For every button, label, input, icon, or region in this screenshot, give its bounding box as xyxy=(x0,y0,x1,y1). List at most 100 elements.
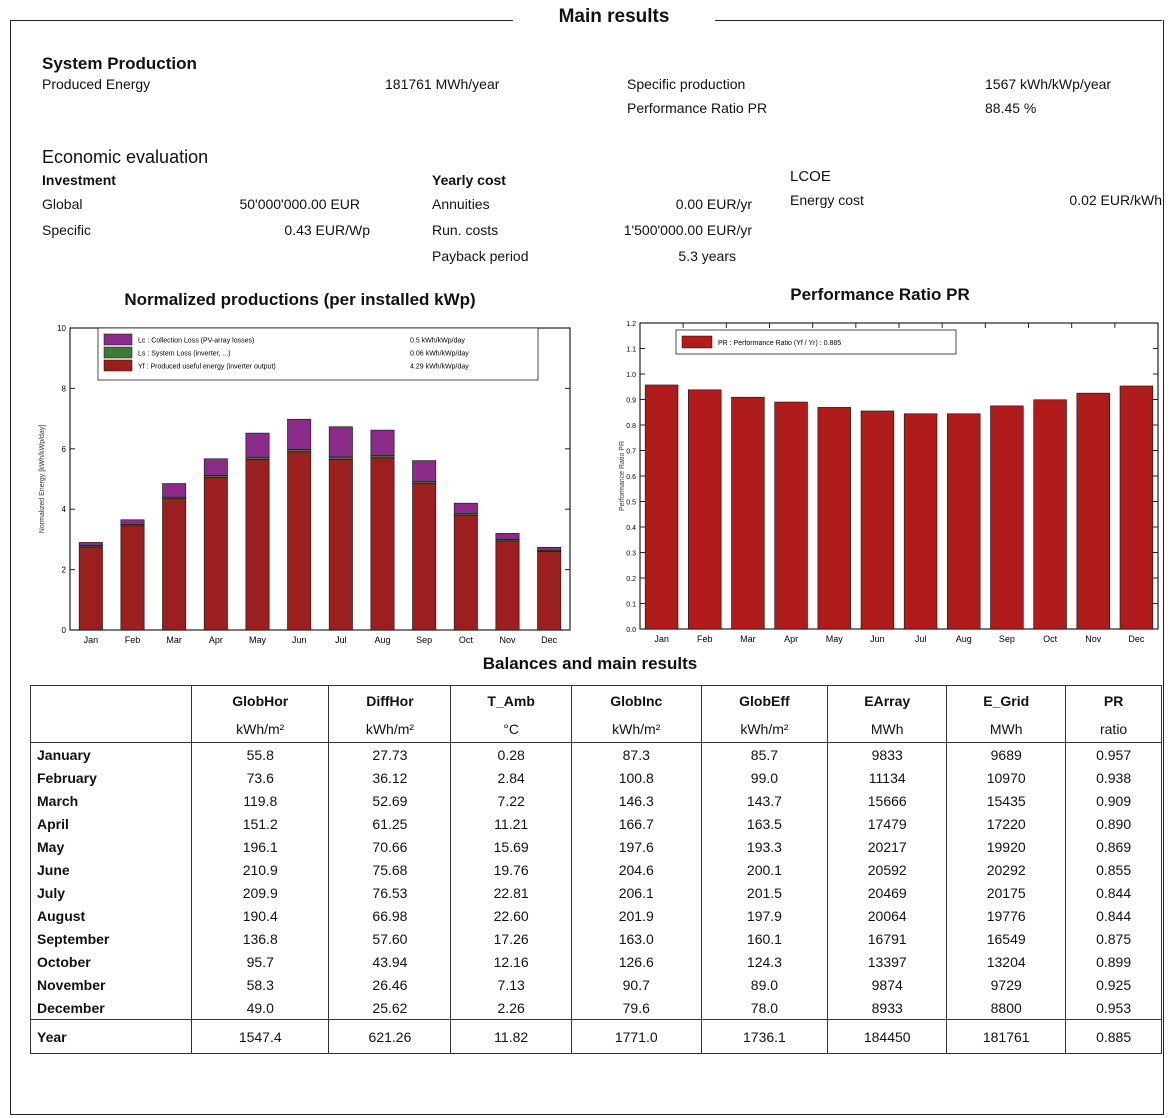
bar xyxy=(688,389,722,630)
bar xyxy=(203,477,228,631)
bar xyxy=(370,455,395,459)
table-cell: 15666 xyxy=(827,789,948,812)
x-tick-label: Dec xyxy=(541,635,558,645)
table-row: February 73.6 36.12 2.84 100.8 99.0 11134 10970… xyxy=(30,766,1162,789)
y-tick-label: 0.9 xyxy=(626,398,636,405)
lcoe-label: LCOE xyxy=(790,168,831,185)
x-tick-label: Sep xyxy=(999,634,1015,644)
row-label: May xyxy=(30,835,192,858)
table-cell: 9689 xyxy=(946,742,1067,766)
bar xyxy=(412,460,437,483)
table-cell: 99.0 xyxy=(700,766,829,789)
bar xyxy=(990,405,1024,630)
table-cell: °C xyxy=(450,716,572,743)
table-cell: 20292 xyxy=(946,858,1067,881)
table-row: March 119.8 52.69 7.22 146.3 143.7 15666 15435 0… xyxy=(30,789,1162,812)
economic-evaluation-heading: Economic evaluation xyxy=(42,147,209,167)
x-tick-label: Oct xyxy=(1043,634,1058,644)
table-cell: 52.69 xyxy=(328,789,452,812)
y-tick-label: 0.6 xyxy=(626,474,636,481)
table-cell: 119.8 xyxy=(190,789,330,812)
specific-production-value: 1567 kWh/kWp/year xyxy=(985,76,1112,92)
table-cell: 210.9 xyxy=(190,858,330,881)
table-cell: 0.844 xyxy=(1065,881,1162,904)
legend-swatch xyxy=(103,359,133,372)
legend-value: 0.06 kWh/kWp/day xyxy=(410,351,469,358)
y-tick-label: 0.3 xyxy=(626,551,636,558)
annuities-value: 0.00 EUR/yr xyxy=(675,196,752,212)
y-tick-label: 1.0 xyxy=(626,372,636,379)
table-cell: 19.76 xyxy=(450,858,572,881)
table-cell: E_Grid xyxy=(946,685,1067,716)
table-row: October 95.7 43.94 12.16 126.6 124.3 13397 1320… xyxy=(30,950,1162,973)
table-row: August 190.4 66.98 22.60 201.9 197.9 20064 1977… xyxy=(30,904,1162,927)
table-cell: 25.62 xyxy=(328,996,452,1020)
y-tick-label: 0.0 xyxy=(626,627,636,634)
x-tick-label: May xyxy=(826,634,844,644)
header-row: GlobHor DiffHor T_Amb GlobInc GlobEff EArray E… xyxy=(30,685,1162,716)
bar xyxy=(328,456,353,460)
table-cell: 0.909 xyxy=(1065,789,1162,812)
bar xyxy=(162,483,187,498)
y-tick-label: 1.2 xyxy=(626,321,636,328)
table-cell: 49.0 xyxy=(190,996,330,1020)
y-tick-label: 1.1 xyxy=(626,347,636,354)
table-cell: 166.7 xyxy=(570,812,702,835)
y-tick-label: 0.4 xyxy=(626,525,636,532)
table-cell: 7.22 xyxy=(450,789,572,812)
table-cell: 95.7 xyxy=(190,950,330,973)
table-cell: 79.6 xyxy=(570,996,702,1020)
x-tick-label: Dec xyxy=(1128,634,1145,644)
table-cell: 13397 xyxy=(827,950,948,973)
legend-swatch xyxy=(103,346,133,359)
x-tick-label: Nov xyxy=(499,635,516,645)
legend-label: Yf : Produced useful energy (inverter ou… xyxy=(138,364,276,371)
table-cell: 20064 xyxy=(827,904,948,927)
table-cell: 17.26 xyxy=(450,927,572,950)
table-cell: kWh/m² xyxy=(700,716,829,743)
table-cell: 0.885 xyxy=(1065,1019,1162,1054)
x-tick-label: Mar xyxy=(740,634,756,644)
table-cell: 100.8 xyxy=(570,766,702,789)
global-value: 50'000'000.00 EUR xyxy=(239,196,360,212)
table-cell: 0.875 xyxy=(1065,927,1162,950)
y-tick-label: 6 xyxy=(62,445,67,454)
table-row: May 196.1 70.66 15.69 197.6 193.3 20217 19920 0.… xyxy=(30,835,1162,858)
table-cell: 8933 xyxy=(827,996,948,1020)
legend-label: PR : Performance Ratio (Yf / Yr) : 0.885 xyxy=(718,340,841,347)
table-cell: 20469 xyxy=(827,881,948,904)
table-cell: 36.12 xyxy=(328,766,452,789)
table-cell: 8800 xyxy=(946,996,1067,1020)
table-cell: EArray xyxy=(827,685,948,716)
row-label: August xyxy=(30,904,192,927)
balances-table: GlobHor DiffHor T_Amb GlobInc GlobEff EArray E… xyxy=(30,685,1162,1054)
row-label xyxy=(30,685,192,716)
x-tick-label: Apr xyxy=(784,634,798,644)
table-cell: ratio xyxy=(1065,716,1162,743)
y-tick-label: 0.5 xyxy=(626,500,636,507)
frame-top-right-rule xyxy=(715,20,1162,21)
table-cell: 16549 xyxy=(946,927,1067,950)
bar xyxy=(774,401,808,630)
table-cell: 206.1 xyxy=(570,881,702,904)
table-cell: 0.957 xyxy=(1065,742,1162,766)
y-tick-label: 0 xyxy=(62,626,67,635)
table-cell: PR xyxy=(1065,685,1162,716)
legend-value: 4.29 kWh/kWp/day xyxy=(410,364,469,371)
bar xyxy=(412,483,437,631)
x-tick-label: Aug xyxy=(374,635,390,645)
performance-ratio-value: 88.45 % xyxy=(985,100,1037,116)
legend-value: 0.5 kWh/kWp/day xyxy=(410,338,465,345)
table-cell: 1771.0 xyxy=(570,1019,702,1054)
legend-box xyxy=(675,329,957,355)
frame-top-left-rule xyxy=(10,20,513,21)
table-cell: 27.73 xyxy=(328,742,452,766)
bar xyxy=(162,498,187,631)
table-cell: 73.6 xyxy=(190,766,330,789)
table-cell: 621.26 xyxy=(328,1019,452,1054)
table-cell: 196.1 xyxy=(190,835,330,858)
table-cell: 0.953 xyxy=(1065,996,1162,1020)
y-tick-label: 2 xyxy=(62,566,67,575)
energy-cost-label: Energy cost xyxy=(790,192,864,208)
y-tick-label: 4 xyxy=(62,505,67,514)
